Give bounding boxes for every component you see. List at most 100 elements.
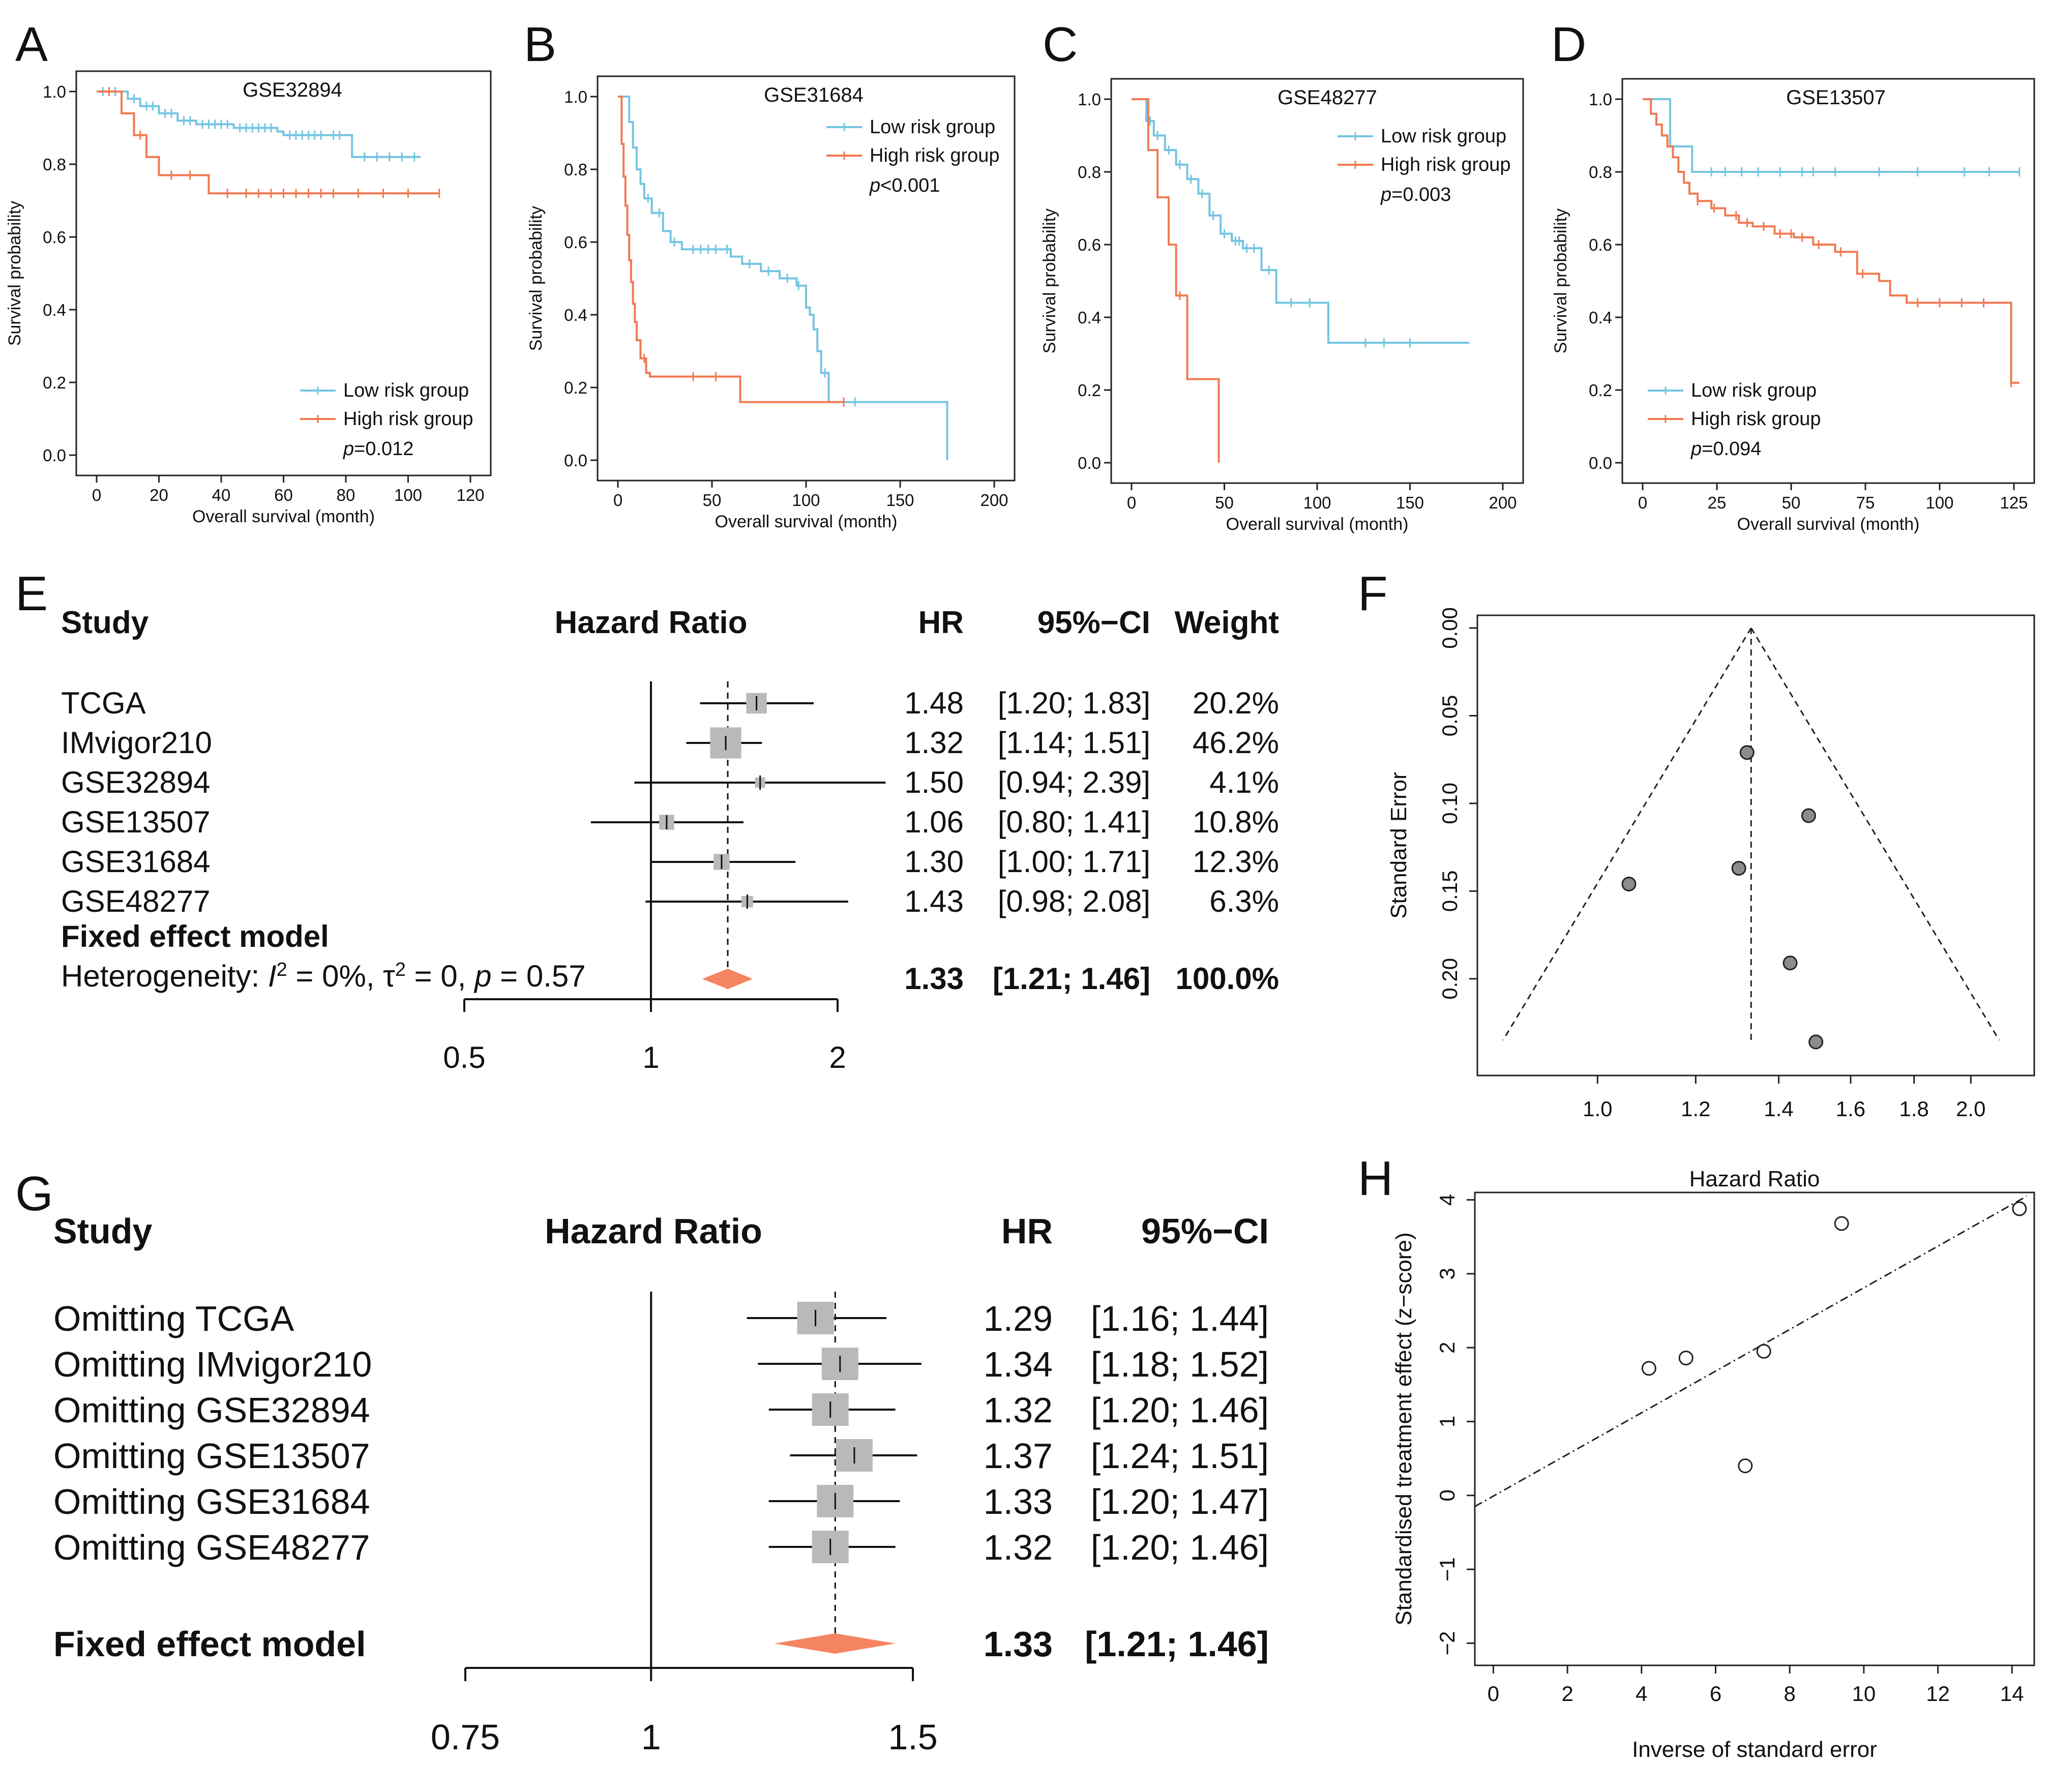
funnel-frame xyxy=(1476,614,2035,1077)
km-curve-high-d xyxy=(1643,98,2019,384)
forest-e-study-label: GSE32894 xyxy=(61,765,211,799)
funnel-y-tick-label: 0.15 xyxy=(1438,870,1462,912)
forest-e-het-prefix: Heterogeneity: xyxy=(61,959,268,993)
km-xlabel-a: Overall survival (month) xyxy=(192,507,375,526)
forest-e-het-i-sup: 2 xyxy=(277,959,287,980)
panel-label-e: E xyxy=(15,566,48,621)
funnel-y-tick-label: 0.20 xyxy=(1438,958,1462,1000)
galbraith-y-tick-label: 0 xyxy=(1435,1489,1459,1501)
forest-g-hr-value: 1.29 xyxy=(984,1299,1053,1338)
galbraith-x-tick-label: 10 xyxy=(1852,1682,1876,1706)
km-xtick-label-b: 0 xyxy=(613,491,622,510)
km-ytick-label-b: 1.0 xyxy=(564,87,587,106)
km-xlabel-c: Overall survival (month) xyxy=(1226,515,1409,534)
forest-e-weight-value: 6.3% xyxy=(1209,884,1279,918)
km-xtick-label-c: 100 xyxy=(1303,493,1331,512)
forest-e-hr-value: 1.06 xyxy=(904,805,964,839)
forest-g-study-label: Omitting TCGA xyxy=(53,1299,294,1338)
km-curve-high-c xyxy=(1132,98,1220,463)
galbraith-x-tick-label: 0 xyxy=(1488,1682,1499,1706)
forest-e-hr-value: 1.43 xyxy=(904,884,964,918)
forest-g-x-tick-label: 1.5 xyxy=(888,1717,937,1757)
galbraith-regression-line xyxy=(1474,1195,2028,1507)
forest-e-summary-ci: [1.21; 1.46] xyxy=(993,962,1150,996)
km-ylabel-b: Survival probability xyxy=(526,206,546,351)
km-legend-label-high-a: High risk group xyxy=(343,408,473,430)
forest-e-hr-value: 1.30 xyxy=(904,845,964,879)
funnel-y-tick-label: 0.10 xyxy=(1438,783,1462,824)
forest-e-hr-value: 1.50 xyxy=(904,765,964,799)
km-curve-high-b xyxy=(618,96,844,403)
forest-g-study-label: Omitting IMvigor210 xyxy=(53,1345,372,1384)
km-ytick-label-c: 1.0 xyxy=(1078,90,1101,109)
km-xtick-label-a: 0 xyxy=(92,486,101,504)
forest-g-hr-value: 1.34 xyxy=(984,1345,1053,1384)
forest-e-ci-value: [0.80; 1.41] xyxy=(998,805,1150,839)
forest-g-study-label: Omitting GSE32894 xyxy=(53,1390,370,1430)
km-title-a: GSE32894 xyxy=(243,79,342,101)
forest-g-ci-value: [1.20; 1.46] xyxy=(1091,1528,1269,1567)
forest-e-header-study: Study xyxy=(61,605,149,640)
forest-g-ci-value: [1.24; 1.51] xyxy=(1091,1436,1269,1476)
km-xtick-label-d: 0 xyxy=(1638,493,1647,512)
km-ytick-label-d: 1.0 xyxy=(1589,90,1612,109)
km-ytick-label-a: 0.2 xyxy=(43,373,66,392)
km-ytick-label-c: 0.4 xyxy=(1078,308,1101,327)
forest-e-het-tau-sup: 2 xyxy=(395,959,406,980)
forest-e-study-label: GSE31684 xyxy=(61,845,211,879)
km-curve-low-c xyxy=(1132,98,1470,344)
km-pvalue-a: p=0.012 xyxy=(343,438,413,460)
galbraith-x-label: Inverse of standard error xyxy=(1632,1737,1877,1762)
funnel-y-tick-label: 0.05 xyxy=(1438,695,1462,737)
panel-label-g: G xyxy=(15,1167,53,1221)
km-curve-low-d xyxy=(1643,98,2019,173)
forest-g-summary-ci: [1.21; 1.46] xyxy=(1085,1624,1269,1664)
forest-e-weight-value: 46.2% xyxy=(1193,726,1279,760)
galbraith-point xyxy=(2012,1201,2027,1216)
km-pvalue-symbol-c: p xyxy=(1380,184,1391,205)
forest-e-weight-value: 4.1% xyxy=(1209,765,1279,799)
forest-g-study-label: Omitting GSE13507 xyxy=(53,1436,370,1476)
funnel-point xyxy=(1739,745,1755,760)
km-pvalue-text-c: =0.003 xyxy=(1391,184,1451,205)
galbraith-y-label: Standardised treatment effect (z−score) xyxy=(1391,1232,1416,1625)
forest-e-het-i-value: = 0%, τ xyxy=(287,959,395,993)
galbraith-x-tick-label: 8 xyxy=(1784,1682,1796,1706)
km-ylabel-a: Survival probability xyxy=(5,201,24,346)
km-ytick-label-b: 0.2 xyxy=(564,378,587,397)
km-xtick-label-a: 40 xyxy=(212,486,231,504)
km-legend-label-high-c: High risk group xyxy=(1381,154,1511,175)
forest-g-x-tick-label: 1 xyxy=(641,1717,661,1757)
km-ytick-label-a: 0.0 xyxy=(43,446,66,465)
km-legend-label-high-d: High risk group xyxy=(1691,408,1821,430)
km-xtick-label-d: 75 xyxy=(1856,493,1875,512)
km-pvalue-symbol-d: p xyxy=(1690,438,1702,460)
km-xtick-label-b: 50 xyxy=(703,491,722,510)
forest-e-hr-value: 1.32 xyxy=(904,726,964,760)
km-legend-label-low-c: Low risk group xyxy=(1381,126,1506,147)
funnel-point xyxy=(1801,808,1816,823)
km-ytick-label-b: 0.6 xyxy=(564,233,587,252)
km-title-d: GSE13507 xyxy=(1786,86,1886,109)
km-ytick-label-a: 0.8 xyxy=(43,155,66,174)
forest-e-study-label: TCGA xyxy=(61,686,146,720)
km-xtick-label-d: 25 xyxy=(1708,493,1727,512)
km-ytick-label-d: 0.2 xyxy=(1589,381,1612,400)
km-xtick-label-d: 100 xyxy=(1925,493,1953,512)
km-xtick-label-d: 50 xyxy=(1782,493,1801,512)
forest-g-hr-value: 1.32 xyxy=(984,1390,1053,1430)
funnel-x-tick-label: 1.2 xyxy=(1681,1097,1710,1121)
forest-e-study-label: GSE13507 xyxy=(61,805,211,839)
galbraith-y-tick-label: 2 xyxy=(1435,1341,1459,1353)
forest-e-study-label: IMvigor210 xyxy=(61,726,212,760)
forest-e-weight-value: 10.8% xyxy=(1193,805,1279,839)
funnel-point xyxy=(1808,1034,1824,1050)
funnel-left-limit xyxy=(1502,628,1752,1041)
forest-g-hr-value: 1.32 xyxy=(984,1528,1053,1567)
forest-e-het-i: I xyxy=(268,959,277,993)
funnel-x-tick-label: 1.8 xyxy=(1899,1097,1929,1121)
galbraith-y-tick-label: 4 xyxy=(1435,1194,1459,1206)
galbraith-point xyxy=(1738,1458,1753,1474)
galbraith-x-tick-label: 6 xyxy=(1710,1682,1721,1706)
km-xtick-label-c: 150 xyxy=(1396,493,1424,512)
